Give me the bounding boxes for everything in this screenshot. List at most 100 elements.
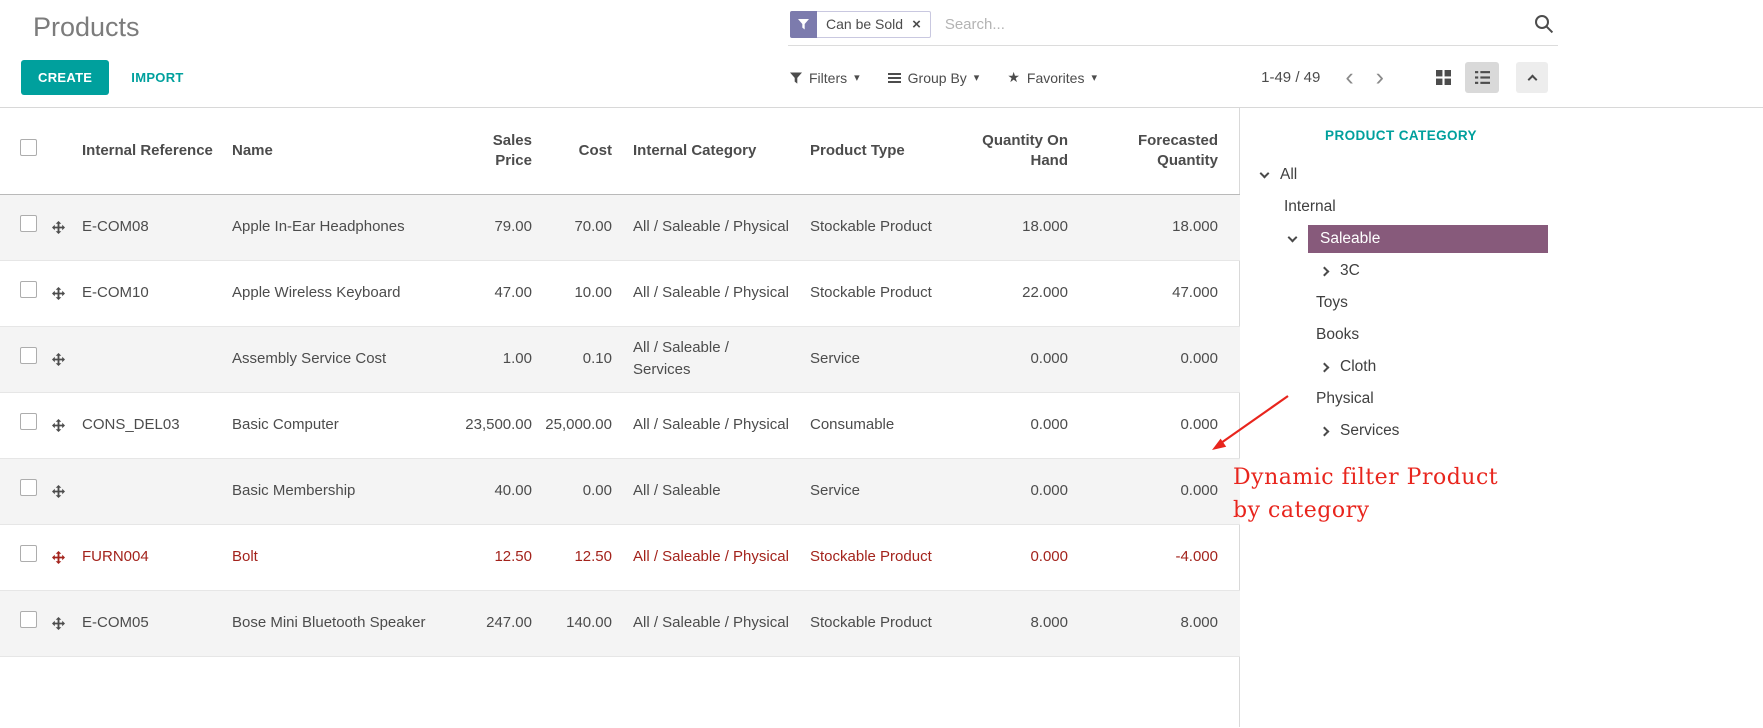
drag-handle-icon[interactable] <box>46 194 76 260</box>
cell-name[interactable]: Assembly Service Cost <box>232 350 387 368</box>
cell-sales-price[interactable]: 12.50 <box>494 548 532 566</box>
cell-name[interactable]: Bolt <box>232 548 258 566</box>
list-view-button[interactable] <box>1465 62 1499 93</box>
cell-product-type[interactable]: Service <box>810 350 861 368</box>
cell-sales-price[interactable]: 40.00 <box>494 482 532 500</box>
table-row[interactable]: Assembly Service Cost 1.00 0.10 All / Sa… <box>0 326 1240 392</box>
search-icon[interactable] <box>1534 14 1554 34</box>
table-row[interactable]: Basic Membership 40.00 0.00 All / Saleab… <box>0 458 1240 524</box>
cell-sales-price[interactable]: 23,500.00 <box>465 416 532 434</box>
table-row[interactable]: CONS_DEL03 Basic Computer 23,500.00 25,0… <box>0 392 1240 458</box>
cell-name[interactable]: Basic Computer <box>232 416 339 434</box>
cell-forecasted-quantity[interactable]: 0.000 <box>1180 482 1218 500</box>
cell-product-type[interactable]: Consumable <box>810 416 895 434</box>
cell-sales-price[interactable]: 1.00 <box>502 350 532 368</box>
cell-cost[interactable]: 0.10 <box>582 350 612 368</box>
row-checkbox[interactable] <box>20 479 37 497</box>
header-quantity-on-hand[interactable]: Quantity On Hand <box>950 108 1082 195</box>
cell-product-type[interactable]: Stockable Product <box>810 614 932 632</box>
chevron-right-icon[interactable] <box>1316 266 1332 276</box>
facet-remove-icon[interactable]: × <box>912 15 921 33</box>
header-product-type[interactable]: Product Type <box>796 108 950 195</box>
cell-quantity-on-hand[interactable]: 8.000 <box>1030 614 1068 632</box>
header-cost[interactable]: Cost <box>538 108 618 195</box>
category-item-toys[interactable]: Toys <box>1240 287 1562 319</box>
cell-cost[interactable]: 140.00 <box>566 614 612 632</box>
cell-quantity-on-hand[interactable]: 0.000 <box>1030 350 1068 368</box>
cell-internal-reference[interactable] <box>76 458 226 524</box>
row-checkbox[interactable] <box>20 281 37 299</box>
row-checkbox[interactable] <box>20 611 37 629</box>
cell-internal-category[interactable]: All / Saleable / Physical <box>633 614 789 632</box>
cell-internal-reference[interactable]: E-COM08 <box>82 218 149 236</box>
row-checkbox[interactable] <box>20 347 37 365</box>
search-facet-can-be-sold[interactable]: Can be Sold × <box>790 10 931 38</box>
table-row[interactable]: E-COM10 Apple Wireless Keyboard 47.00 10… <box>0 260 1240 326</box>
cell-sales-price[interactable]: 247.00 <box>486 614 532 632</box>
cell-forecasted-quantity[interactable]: 18.000 <box>1172 218 1218 236</box>
cell-internal-category[interactable]: All / Saleable <box>633 482 721 500</box>
cell-forecasted-quantity[interactable]: 47.000 <box>1172 284 1218 302</box>
table-row[interactable]: FURN004 Bolt 12.50 12.50 All / Saleable … <box>0 524 1240 590</box>
cell-cost[interactable]: 70.00 <box>574 218 612 236</box>
header-name[interactable]: Name <box>226 108 452 195</box>
category-item-cloth[interactable]: Cloth <box>1240 351 1562 383</box>
cell-quantity-on-hand[interactable]: 22.000 <box>1022 284 1068 302</box>
cell-name[interactable]: Apple In-Ear Headphones <box>232 218 405 236</box>
cell-cost[interactable]: 12.50 <box>574 548 612 566</box>
collapse-panel-button[interactable] <box>1516 62 1548 93</box>
drag-handle-icon[interactable] <box>46 392 76 458</box>
header-internal-reference[interactable]: Internal Reference <box>76 108 226 195</box>
cell-quantity-on-hand[interactable]: 0.000 <box>1030 482 1068 500</box>
create-button[interactable]: CREATE <box>21 60 110 95</box>
pager-next-button[interactable]: › <box>1375 63 1384 91</box>
drag-handle-icon[interactable] <box>46 260 76 326</box>
favorites-dropdown[interactable]: ★ Favorites ▾ <box>1007 69 1097 86</box>
cell-internal-category[interactable]: All / Saleable / Physical <box>633 218 789 236</box>
cell-name[interactable]: Apple Wireless Keyboard <box>232 284 401 302</box>
category-item-services[interactable]: Services <box>1240 415 1562 447</box>
cell-cost[interactable]: 10.00 <box>574 284 612 302</box>
cell-internal-category[interactable]: All / Saleable / Physical <box>633 416 789 434</box>
cell-quantity-on-hand[interactable]: 0.000 <box>1030 548 1068 566</box>
category-item-books[interactable]: Books <box>1240 319 1562 351</box>
cell-name[interactable]: Bose Mini Bluetooth Speaker <box>232 614 426 632</box>
cell-internal-reference[interactable]: FURN004 <box>82 548 149 566</box>
drag-handle-icon[interactable] <box>46 326 76 392</box>
header-internal-category[interactable]: Internal Category <box>618 108 796 195</box>
cell-internal-category[interactable]: All / Saleable / Services <box>633 339 729 378</box>
cell-name[interactable]: Basic Membership <box>232 482 356 500</box>
table-row[interactable]: E-COM08 Apple In-Ear Headphones 79.00 70… <box>0 194 1240 260</box>
kanban-view-button[interactable] <box>1426 62 1460 93</box>
row-checkbox[interactable] <box>20 215 37 233</box>
category-item-all[interactable]: All <box>1240 159 1562 191</box>
drag-handle-icon[interactable] <box>46 524 76 590</box>
category-item-internal[interactable]: Internal <box>1240 191 1562 223</box>
search-input[interactable] <box>940 13 1524 35</box>
cell-cost[interactable]: 0.00 <box>582 482 612 500</box>
select-all-checkbox[interactable] <box>20 139 37 157</box>
cell-sales-price[interactable]: 79.00 <box>494 218 532 236</box>
cell-product-type[interactable]: Stockable Product <box>810 284 932 302</box>
category-item-3c[interactable]: 3C <box>1240 255 1562 287</box>
cell-product-type[interactable]: Stockable Product <box>810 218 932 236</box>
cell-forecasted-quantity[interactable]: -4.000 <box>1175 548 1218 566</box>
cell-internal-category[interactable]: All / Saleable / Physical <box>633 284 789 302</box>
chevron-down-icon[interactable] <box>1256 168 1272 179</box>
cell-cost[interactable]: 25,000.00 <box>545 416 612 434</box>
cell-forecasted-quantity[interactable]: 0.000 <box>1180 350 1218 368</box>
group-by-dropdown[interactable]: Group By ▾ <box>887 70 979 86</box>
cell-product-type[interactable]: Stockable Product <box>810 548 932 566</box>
drag-handle-icon[interactable] <box>46 590 76 656</box>
drag-handle-icon[interactable] <box>46 458 76 524</box>
table-row[interactable]: E-COM05 Bose Mini Bluetooth Speaker 247.… <box>0 590 1240 656</box>
row-checkbox[interactable] <box>20 545 37 563</box>
cell-product-type[interactable]: Service <box>810 482 861 500</box>
cell-internal-reference[interactable]: CONS_DEL03 <box>82 416 180 434</box>
cell-quantity-on-hand[interactable]: 18.000 <box>1022 218 1068 236</box>
row-checkbox[interactable] <box>20 413 37 431</box>
header-forecasted-quantity[interactable]: Forecasted Quantity <box>1082 108 1240 195</box>
cell-forecasted-quantity[interactable]: 0.000 <box>1180 416 1218 434</box>
chevron-down-icon[interactable] <box>1284 232 1300 243</box>
cell-internal-category[interactable]: All / Saleable / Physical <box>633 548 789 566</box>
